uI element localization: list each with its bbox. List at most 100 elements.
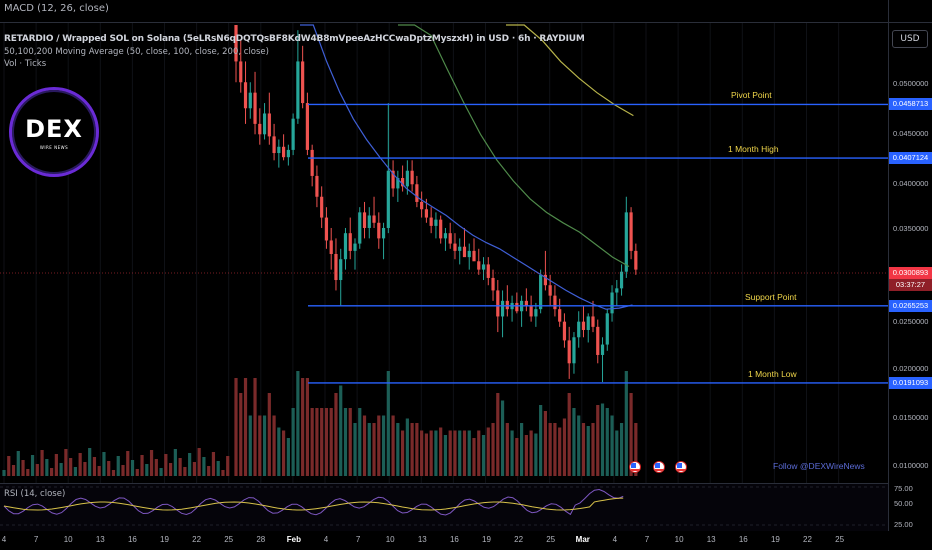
candle-body	[234, 25, 238, 62]
volume-bar	[253, 378, 257, 476]
volume-bar	[211, 452, 216, 476]
volume-bar	[239, 393, 243, 476]
volume-bar	[539, 405, 543, 476]
volume-bar	[396, 423, 400, 476]
candle-body	[420, 201, 424, 210]
volume-bar	[159, 468, 163, 476]
volume-bar	[520, 423, 524, 476]
candle-body	[486, 264, 490, 278]
volume-bar	[481, 435, 486, 476]
volume-bar	[69, 458, 73, 476]
volume-bar	[111, 470, 116, 476]
date-axis-tick: 22	[803, 535, 812, 544]
volume-bar	[362, 415, 367, 476]
volume-bar	[64, 449, 68, 476]
price-axis-tick: 0.0200000	[893, 364, 929, 373]
volume-bar	[272, 415, 276, 476]
candle-body	[272, 136, 276, 154]
volume-bar	[600, 403, 605, 476]
volume-bar	[207, 466, 211, 476]
symbol-title: RETARDIO / Wrapped SOL on Solana (5eLRsN…	[4, 34, 585, 44]
volume-label[interactable]: Vol · Ticks	[4, 59, 47, 69]
macd-indicator-label[interactable]: MACD (12, 26, close)	[4, 3, 109, 14]
volume-bar	[524, 435, 528, 476]
moving-average-label[interactable]: 50,100,200 Moving Average (50, close, 10…	[4, 47, 269, 57]
candle-body	[286, 149, 290, 158]
volume-bar	[458, 430, 462, 476]
candle-body	[567, 340, 571, 364]
volume-bar	[221, 470, 225, 476]
date-axis-tick: 7	[644, 535, 650, 544]
candle-body	[429, 217, 433, 226]
dex-logo: DEX WIRE NEWS	[9, 87, 99, 177]
us-event-flag-icon[interactable]	[629, 461, 641, 473]
volume-bar	[529, 430, 533, 476]
candle-body	[443, 233, 448, 239]
volume-bar	[54, 454, 58, 476]
date-axis-tick: 4	[612, 535, 618, 544]
volume-bar	[202, 457, 206, 476]
candle-body	[481, 264, 486, 270]
volume-bar	[391, 415, 395, 476]
volume-bar	[173, 449, 177, 476]
logo-subtext: WIRE NEWS	[39, 144, 69, 150]
volume-bar	[248, 415, 252, 476]
rsi-indicator-label[interactable]: RSI (14, close)	[4, 489, 66, 499]
volume-bar	[169, 463, 173, 476]
volume-bar	[367, 423, 371, 476]
level-label: 1 Month Low	[748, 368, 797, 379]
volume-bar	[448, 430, 452, 476]
moving-averages	[300, 24, 634, 310]
macd-pane-divider[interactable]	[0, 22, 932, 23]
level-price-tag: 0.0265253	[889, 299, 932, 312]
candle-body	[262, 113, 267, 135]
date-axis-tick: 19	[160, 535, 169, 544]
volume-bar	[16, 451, 20, 476]
date-axis-tick: Mar	[575, 535, 590, 544]
candle-body	[553, 295, 557, 310]
volume-bar	[353, 423, 357, 476]
volume-bar	[486, 427, 490, 476]
price-axis-tick: 0.0500000	[893, 79, 929, 88]
current-price-tag: 0.0300893	[889, 267, 932, 279]
volume-bar	[572, 408, 576, 476]
volume-bar	[116, 456, 120, 476]
volume-bar	[534, 433, 538, 476]
date-axis-tick: 16	[449, 535, 459, 544]
volume-bar	[424, 433, 428, 476]
date-axis-tick: 28	[256, 535, 266, 544]
volume-bar	[596, 405, 600, 476]
volume-bar	[286, 438, 290, 476]
countdown-tag: 03:37:27	[889, 279, 932, 291]
us-event-flag-icon[interactable]	[675, 461, 687, 473]
level-price-tag: 0.0407124	[889, 152, 932, 165]
level-lines	[0, 103, 888, 384]
currency-button[interactable]: USD	[892, 30, 928, 48]
level-price-tag: 0.0191093	[889, 376, 932, 389]
candle-body	[610, 292, 614, 314]
volume-bar	[543, 411, 547, 476]
volume-bar	[515, 438, 519, 476]
date-axis-tick: 25	[546, 535, 556, 544]
volume-bar	[59, 463, 63, 476]
volume-bar	[558, 427, 562, 476]
candle-body	[381, 227, 386, 239]
volume-bar	[577, 415, 581, 476]
level-label: 1 Month High	[728, 144, 779, 155]
date-axis-tick: 4	[323, 535, 329, 544]
candle-body	[558, 309, 562, 322]
volume-bar	[586, 426, 590, 476]
date-axis-tick: 25	[835, 535, 845, 544]
pane-divider[interactable]	[0, 483, 888, 484]
volume-bar	[496, 393, 500, 476]
candle-body	[305, 103, 309, 150]
date-axis-tick: 19	[482, 535, 491, 544]
volume-bar	[358, 408, 362, 476]
us-event-flag-icon[interactable]	[653, 461, 665, 473]
date-axis-tick: 4	[1, 535, 7, 544]
logo-text: DEX	[25, 114, 83, 143]
volume-bar	[491, 423, 495, 476]
candle-body	[277, 146, 281, 154]
volume-bar	[315, 408, 319, 476]
